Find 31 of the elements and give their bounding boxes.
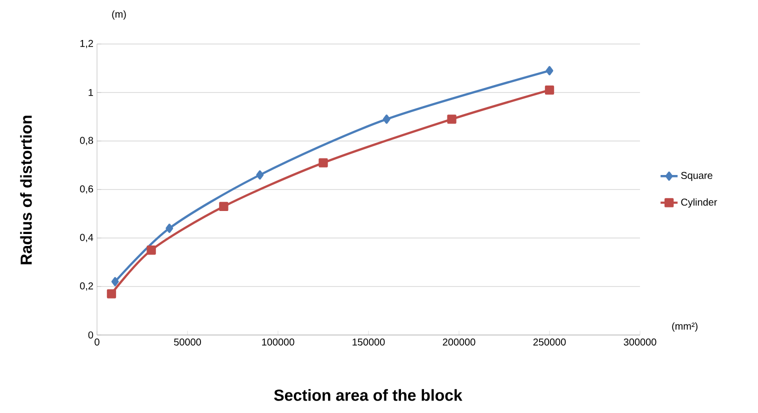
point: [544, 85, 554, 95]
y-tick-label: 0,8: [80, 136, 94, 146]
point: [146, 246, 156, 255]
y-tick-label: 0: [88, 331, 94, 339]
y-tick-label: 0,2: [80, 282, 93, 291]
y-tick-label: 1,2: [80, 40, 93, 48]
legend-label: Cylinder: [681, 198, 718, 208]
point: [447, 114, 456, 124]
point: [546, 66, 554, 76]
point: [318, 158, 328, 168]
point: [106, 289, 116, 298]
text: (mm²): [672, 322, 698, 332]
x-tick-label: 300000: [624, 338, 656, 346]
point: [111, 277, 119, 286]
y-axis-title: Radius of distortion: [20, 116, 32, 264]
point: [256, 170, 264, 180]
x-tick-label: 150000: [352, 338, 385, 346]
y-tick-label: 1: [88, 89, 94, 96]
point: [219, 202, 228, 212]
x-tick-label: 200000: [442, 338, 476, 346]
x-tick-label: 250000: [533, 338, 566, 346]
text: (m): [112, 10, 126, 20]
point: [166, 224, 174, 233]
point: [382, 114, 390, 124]
x-tick-label: 50000: [174, 338, 201, 346]
x-tick-label: 100000: [262, 338, 294, 346]
legend-label: Square: [681, 172, 712, 181]
y-tick-label: 0,6: [80, 185, 94, 194]
y-tick-label: 0,4: [80, 234, 94, 242]
x-tick-label: 0: [94, 338, 100, 346]
x-axis-title: Section area of the block: [274, 389, 462, 401]
